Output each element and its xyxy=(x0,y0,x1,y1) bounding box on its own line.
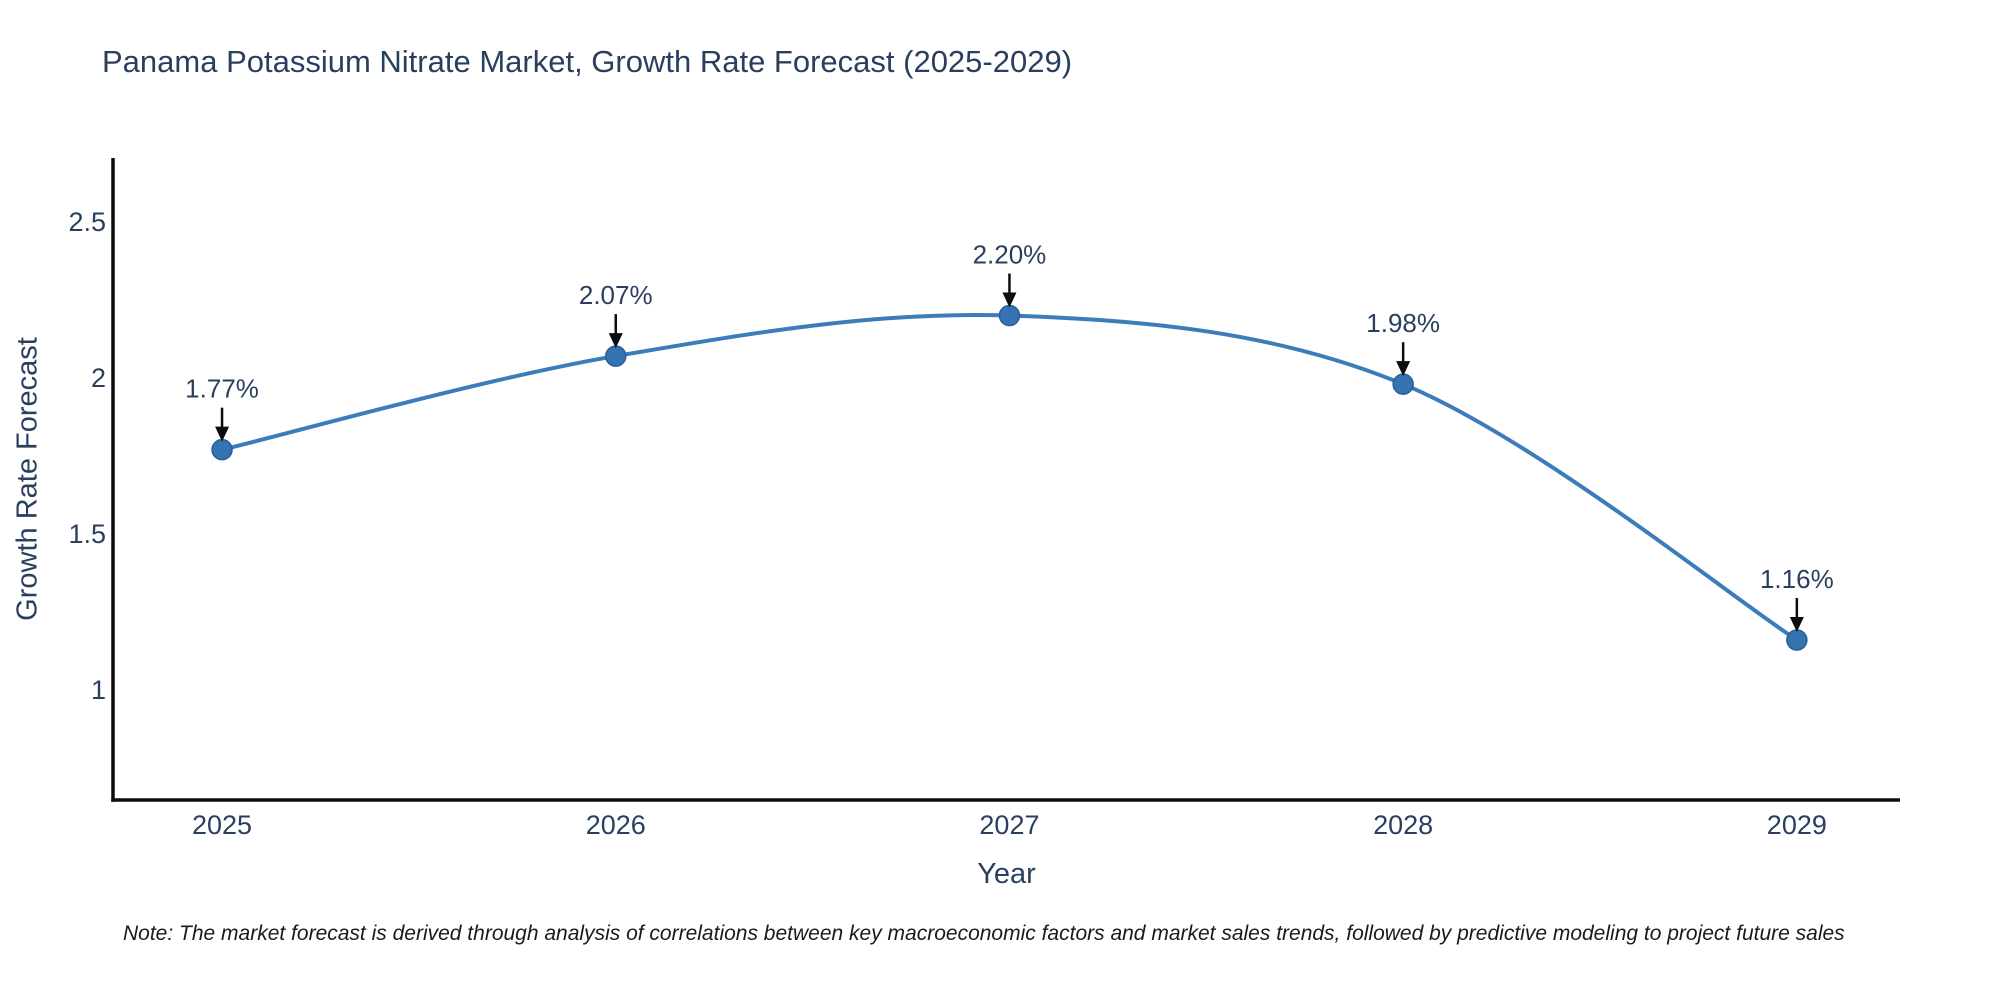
chart-footnote: Note: The market forecast is derived thr… xyxy=(123,922,1845,945)
data-point-label: 1.98% xyxy=(1366,308,1440,338)
x-tick-label: 2027 xyxy=(979,810,1039,840)
annotation-arrowhead-icon xyxy=(1396,361,1411,377)
data-point-marker xyxy=(211,438,233,461)
trend-line xyxy=(220,312,1799,642)
annotation-arrowhead-icon xyxy=(215,426,230,442)
x-tick-label: 2029 xyxy=(1767,810,1827,840)
annotation-arrowhead-icon xyxy=(1002,292,1017,308)
data-point-label: 2.20% xyxy=(973,240,1047,270)
y-axis-title: Growth Rate Forecast xyxy=(11,337,44,621)
chart-title: Panama Potassium Nitrate Market, Growth … xyxy=(102,44,1073,79)
y-tick-label: 1.5 xyxy=(68,519,106,549)
annotation-arrowhead-icon xyxy=(1789,616,1804,632)
data-point-marker xyxy=(1392,373,1414,395)
x-tick-label: 2028 xyxy=(1373,810,1433,840)
data-point-marker xyxy=(998,304,1021,327)
x-tick-label: 2026 xyxy=(586,810,646,840)
x-tick-label: 2025 xyxy=(192,810,252,840)
data-point-label: 1.16% xyxy=(1760,564,1834,594)
data-point-label: 2.07% xyxy=(579,280,653,310)
x-axis-title: Year xyxy=(977,858,1036,890)
y-tick-label: 2.5 xyxy=(68,207,106,237)
data-point-marker xyxy=(605,345,627,367)
y-tick-label: 1 xyxy=(91,675,106,705)
data-point-marker xyxy=(1786,629,1808,651)
y-tick-label: 2 xyxy=(91,363,106,393)
annotation-arrowhead-icon xyxy=(608,333,623,349)
data-point-label: 1.77% xyxy=(185,374,259,404)
